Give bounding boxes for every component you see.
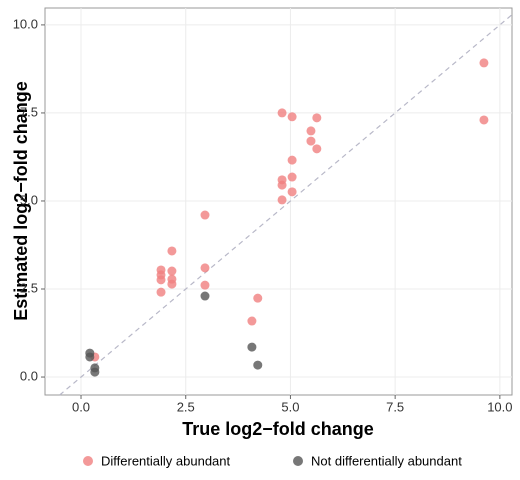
point bbox=[277, 180, 287, 190]
point bbox=[200, 291, 210, 301]
legend-marker bbox=[293, 456, 303, 466]
point bbox=[479, 58, 489, 68]
point bbox=[156, 287, 166, 297]
point bbox=[312, 144, 322, 154]
point bbox=[287, 112, 297, 122]
x-tick-label: 5.0 bbox=[281, 399, 299, 414]
point bbox=[200, 263, 210, 273]
point bbox=[277, 195, 287, 205]
legend-label: Not differentially abundant bbox=[311, 453, 462, 468]
x-tick-label: 7.5 bbox=[386, 399, 404, 414]
point bbox=[306, 126, 316, 136]
point bbox=[287, 155, 297, 165]
x-tick-label: 10.0 bbox=[487, 399, 512, 414]
y-tick-label: 2.5 bbox=[20, 280, 38, 295]
y-tick-label: 0.0 bbox=[20, 368, 38, 383]
point bbox=[85, 352, 95, 362]
point bbox=[312, 113, 322, 123]
point bbox=[253, 360, 263, 370]
legend-label: Differentially abundant bbox=[101, 453, 231, 468]
point bbox=[200, 280, 210, 290]
point bbox=[200, 210, 210, 220]
point bbox=[167, 246, 177, 256]
point bbox=[90, 367, 100, 377]
point bbox=[253, 293, 263, 303]
x-axis-title: True log2−fold change bbox=[182, 419, 374, 439]
legend-marker bbox=[83, 456, 93, 466]
point bbox=[247, 316, 257, 326]
point bbox=[479, 115, 489, 125]
point bbox=[167, 266, 177, 276]
point bbox=[306, 136, 316, 146]
point bbox=[287, 187, 297, 197]
point bbox=[156, 275, 166, 285]
y-tick-label: 10.0 bbox=[13, 16, 38, 31]
x-tick-label: 2.5 bbox=[177, 399, 195, 414]
y-tick-label: 7.5 bbox=[20, 104, 38, 119]
point bbox=[287, 172, 297, 182]
point bbox=[167, 279, 177, 289]
y-axis-title: Estimated log2−fold change bbox=[11, 81, 31, 321]
point bbox=[247, 342, 257, 352]
x-tick-label: 0.0 bbox=[72, 399, 90, 414]
point bbox=[277, 108, 287, 118]
y-tick-label: 5.0 bbox=[20, 192, 38, 207]
